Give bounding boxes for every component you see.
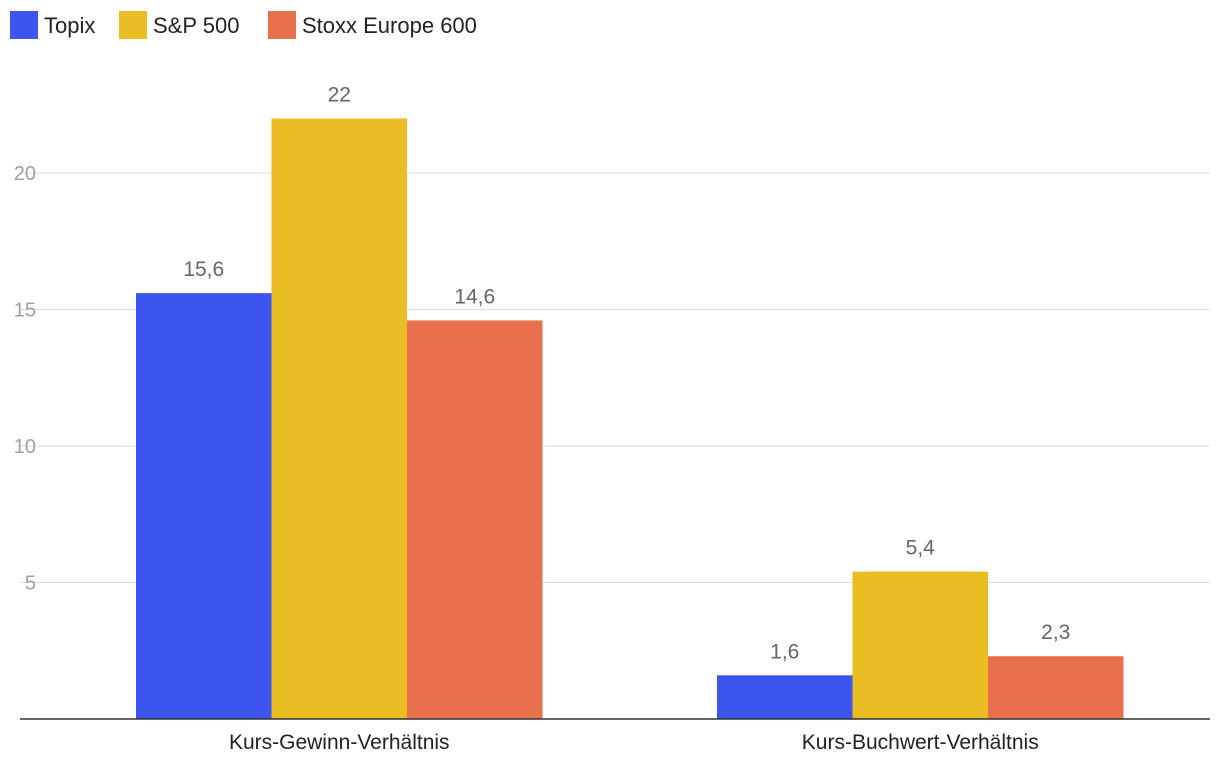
legend-swatch-s-p-500	[119, 11, 147, 39]
x-tick-label-kurs-gewinn-verh-ltnis: Kurs-Gewinn-Verhältnis	[229, 731, 450, 754]
y-tick-label-10: 10	[14, 436, 36, 458]
bar-s-p-500-kurs-buchwert-verh-ltnis	[852, 571, 988, 719]
y-axis: 5 10 15 20	[14, 163, 36, 595]
value-label-s-p-500-kurs-buchwert-verh-ltnis: 5,4	[906, 537, 936, 560]
value-label-stoxx-europe-600-kurs-buchwert-verh-ltnis: 2,3	[1041, 621, 1070, 644]
y-tick-label-15: 15	[14, 300, 36, 322]
value-label-topix-kurs-gewinn-verh-ltnis: 15,6	[183, 258, 224, 281]
x-axis: Kurs-Gewinn-Verhältnis Kurs-Buchwert-Verh…	[229, 731, 1039, 754]
legend-swatch-topix	[10, 11, 38, 39]
legend-swatch-stoxx-europe-600	[268, 11, 296, 39]
bar-topix-kurs-gewinn-verh-ltnis	[136, 293, 272, 719]
bar-stoxx-europe-600-kurs-gewinn-verh-ltnis	[407, 320, 543, 719]
data-labels: 15,6 22 14,6 1,6 5,4 2,3	[183, 83, 1070, 663]
bar-topix-kurs-buchwert-verh-ltnis	[717, 675, 853, 719]
legend-label-s-p-500: S&P 500	[153, 13, 239, 38]
bar-s-p-500-kurs-gewinn-verh-ltnis	[271, 118, 407, 719]
y-tick-label-20: 20	[14, 163, 36, 185]
value-label-stoxx-europe-600-kurs-gewinn-verh-ltnis: 14,6	[454, 285, 495, 308]
bar-stoxx-europe-600-kurs-buchwert-verh-ltnis	[988, 656, 1124, 719]
value-label-s-p-500-kurs-gewinn-verh-ltnis: 22	[328, 83, 351, 106]
legend-label-topix: Topix	[44, 13, 95, 38]
value-label-topix-kurs-buchwert-verh-ltnis: 1,6	[770, 640, 799, 663]
x-tick-label-kurs-buchwert-verh-ltnis: Kurs-Buchwert-Verhältnis	[802, 731, 1039, 754]
legend-label-stoxx-europe-600: Stoxx Europe 600	[302, 13, 477, 38]
y-tick-label-5: 5	[25, 573, 36, 595]
legend: Topix S&P 500 Stoxx Europe 600	[10, 11, 477, 39]
bars	[136, 118, 1124, 719]
